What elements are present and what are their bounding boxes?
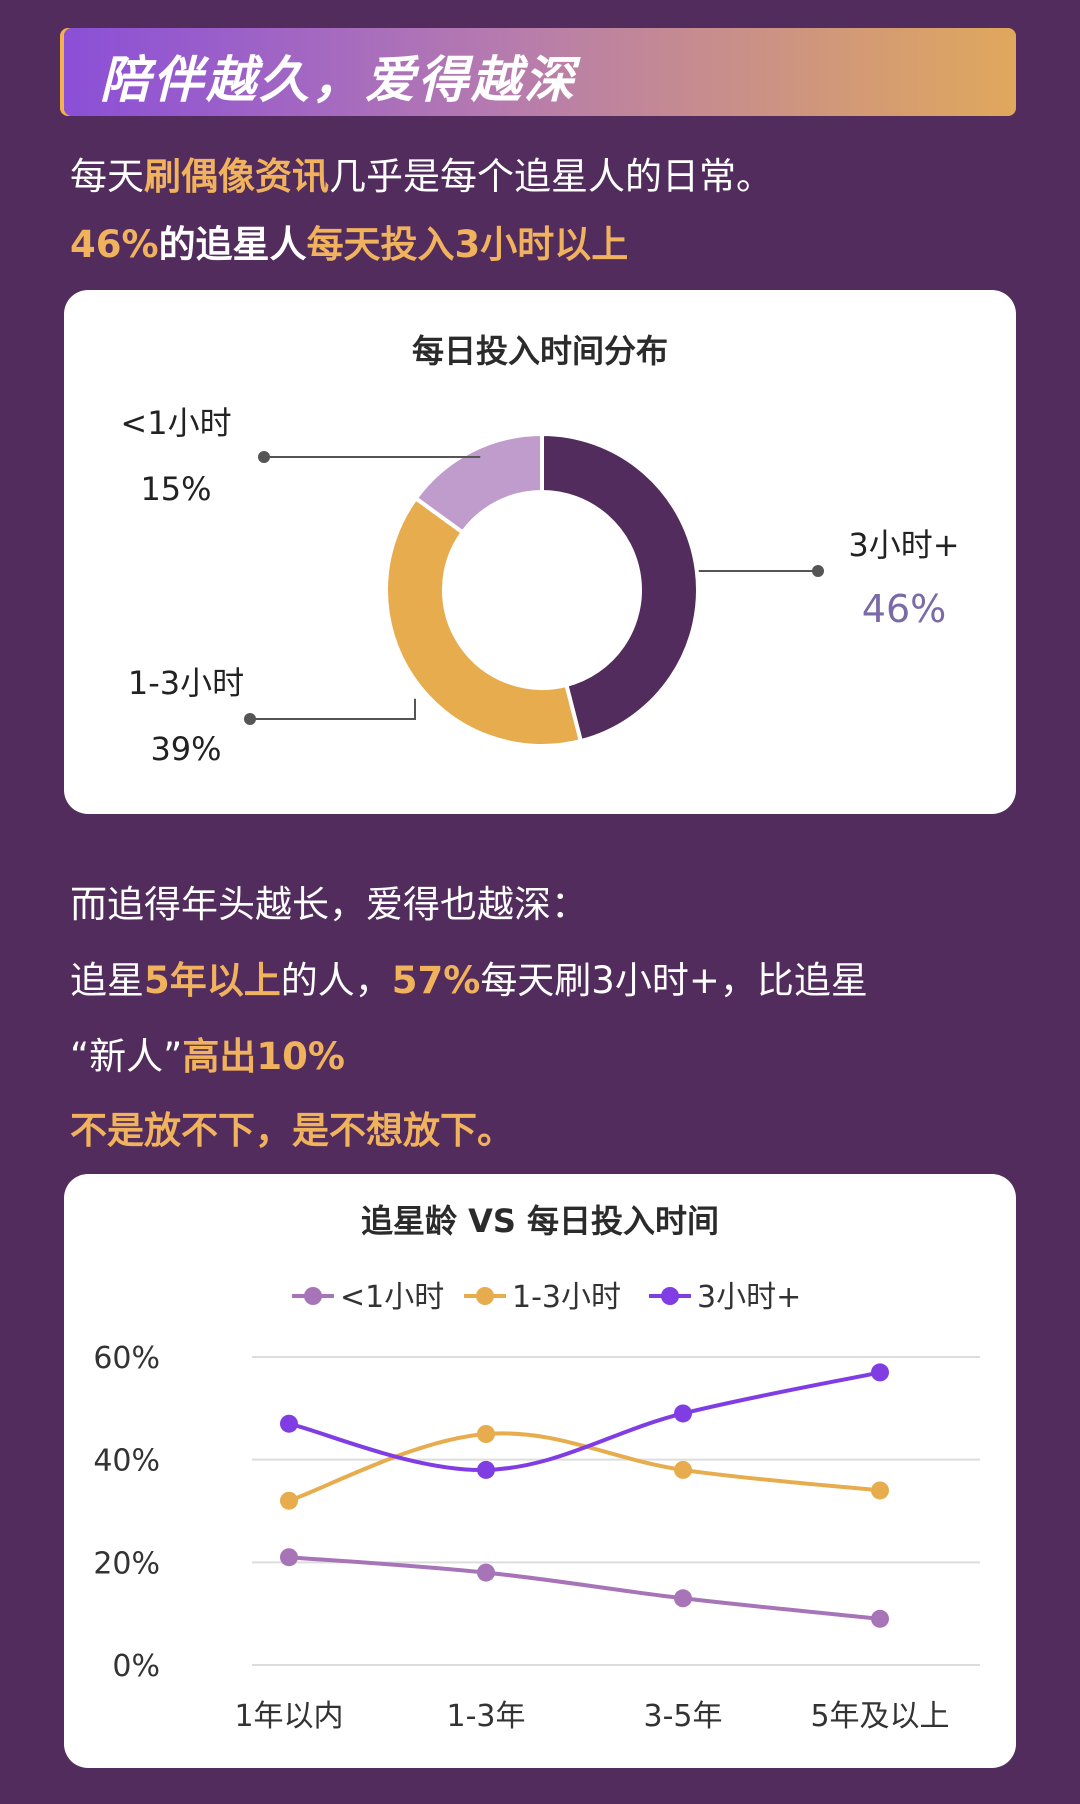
y-tick-label: 20% (93, 1546, 160, 1581)
donut-slice (412, 431, 544, 536)
y-tick-label: 60% (93, 1341, 160, 1376)
data-point (280, 1491, 298, 1510)
middle-text: 的人， (280, 959, 392, 1002)
leader-dot (244, 713, 256, 725)
middle-highlight: 高出10% (182, 1035, 345, 1078)
data-point (477, 1460, 495, 1479)
legend-label: 1-3小时 (512, 1280, 621, 1315)
middle-text: 每天刷3小时+，比追星 (480, 959, 868, 1002)
donut-value-label: 46% (862, 587, 946, 631)
legend-swatch-dot (661, 1287, 679, 1305)
donut-label: <1小时 (120, 404, 231, 442)
data-point (280, 1414, 298, 1433)
intro-highlight: 刷偶像资讯 (144, 155, 329, 198)
intro-highlight: 46% (70, 223, 159, 266)
intro-text: 几乎是每个追星人的日常。 (329, 155, 773, 198)
legend-swatch-dot (304, 1287, 322, 1305)
middle-text: “新人” (70, 1035, 183, 1078)
intro-line-2: 46%的追星人每天投入3小时以上 (70, 214, 628, 268)
intro-line-1: 每天刷偶像资讯几乎是每个追星人的日常。 (70, 146, 773, 200)
section-banner: 陪伴越久，爱得越深 (64, 28, 1016, 116)
donut-label: 1-3小时 (128, 664, 244, 702)
data-point (871, 1481, 889, 1500)
donut-slice (384, 495, 584, 748)
y-tick-label: 0% (112, 1649, 160, 1684)
middle-line-3: “新人”高出10% (70, 1026, 345, 1080)
data-point (280, 1548, 298, 1567)
line-chart: 0% 20% 40% 60% 1年以内 1-3年 3-5年 5年及以上 <1小时 1-3小时 3小时… (93, 1280, 980, 1734)
series-line (288, 1431, 881, 1503)
data-point (871, 1363, 889, 1382)
leader-dot (258, 451, 270, 463)
donut-slice (540, 431, 700, 744)
banner-title: 陪伴越久，爱得越深 (100, 51, 577, 109)
data-point (477, 1425, 495, 1443)
intro-highlight: 每天投入3小时以上 (306, 223, 629, 266)
leader-dot (812, 565, 824, 577)
series-line (288, 1555, 881, 1621)
intro-text: 的追星人 (158, 223, 307, 266)
x-tick-label: 1年以内 (234, 1699, 343, 1734)
middle-line-2: 追星5年以上的人，57%每天刷3小时+，比追星 (70, 950, 868, 1004)
middle-highlight: 5年以上 (144, 959, 281, 1002)
donut-value-label: 39% (150, 730, 221, 768)
intro-text: 每天 (70, 155, 144, 198)
series-line (288, 1370, 881, 1472)
x-tick-label: 5年及以上 (810, 1699, 949, 1734)
data-point (674, 1589, 692, 1608)
middle-line-1: 而追得年头越长，爱得也越深： (70, 883, 588, 926)
donut-value-label: 15% (140, 470, 211, 508)
middle-text: 追星 (70, 959, 144, 1002)
legend-label: 3小时+ (697, 1280, 801, 1315)
x-tick-label: 1-3年 (447, 1699, 526, 1734)
data-point (674, 1460, 692, 1479)
data-point (871, 1609, 889, 1628)
y-tick-label: 40% (93, 1444, 160, 1479)
middle-highlight: 57% (391, 959, 481, 1002)
donut-chart: 3小时+ 46% 1-3小时 39% <1小时 15% (120, 404, 959, 768)
legend-label: <1小时 (340, 1280, 444, 1315)
data-point (477, 1563, 495, 1582)
line-chart-title: 追星龄 VS 每日投入时间 (360, 1202, 720, 1240)
donut-card: 每日投入时间分布 3小时+ 46% 1-3小时 39% <1小时 15% (64, 290, 1016, 814)
line-chart-card: 追星龄 VS 每日投入时间 0% 20% 40% 60% 1年以内 1-3年 3-5年 5年及… (64, 1174, 1016, 1768)
x-tick-label: 3-5年 (644, 1699, 723, 1734)
donut-label: 3小时+ (848, 526, 959, 564)
middle-line-4: 不是放不下，是不想放下。 (70, 1109, 514, 1152)
donut-chart-title: 每日投入时间分布 (411, 332, 668, 370)
data-point (674, 1404, 692, 1423)
legend-swatch-dot (476, 1287, 494, 1305)
leader-line (250, 698, 416, 720)
